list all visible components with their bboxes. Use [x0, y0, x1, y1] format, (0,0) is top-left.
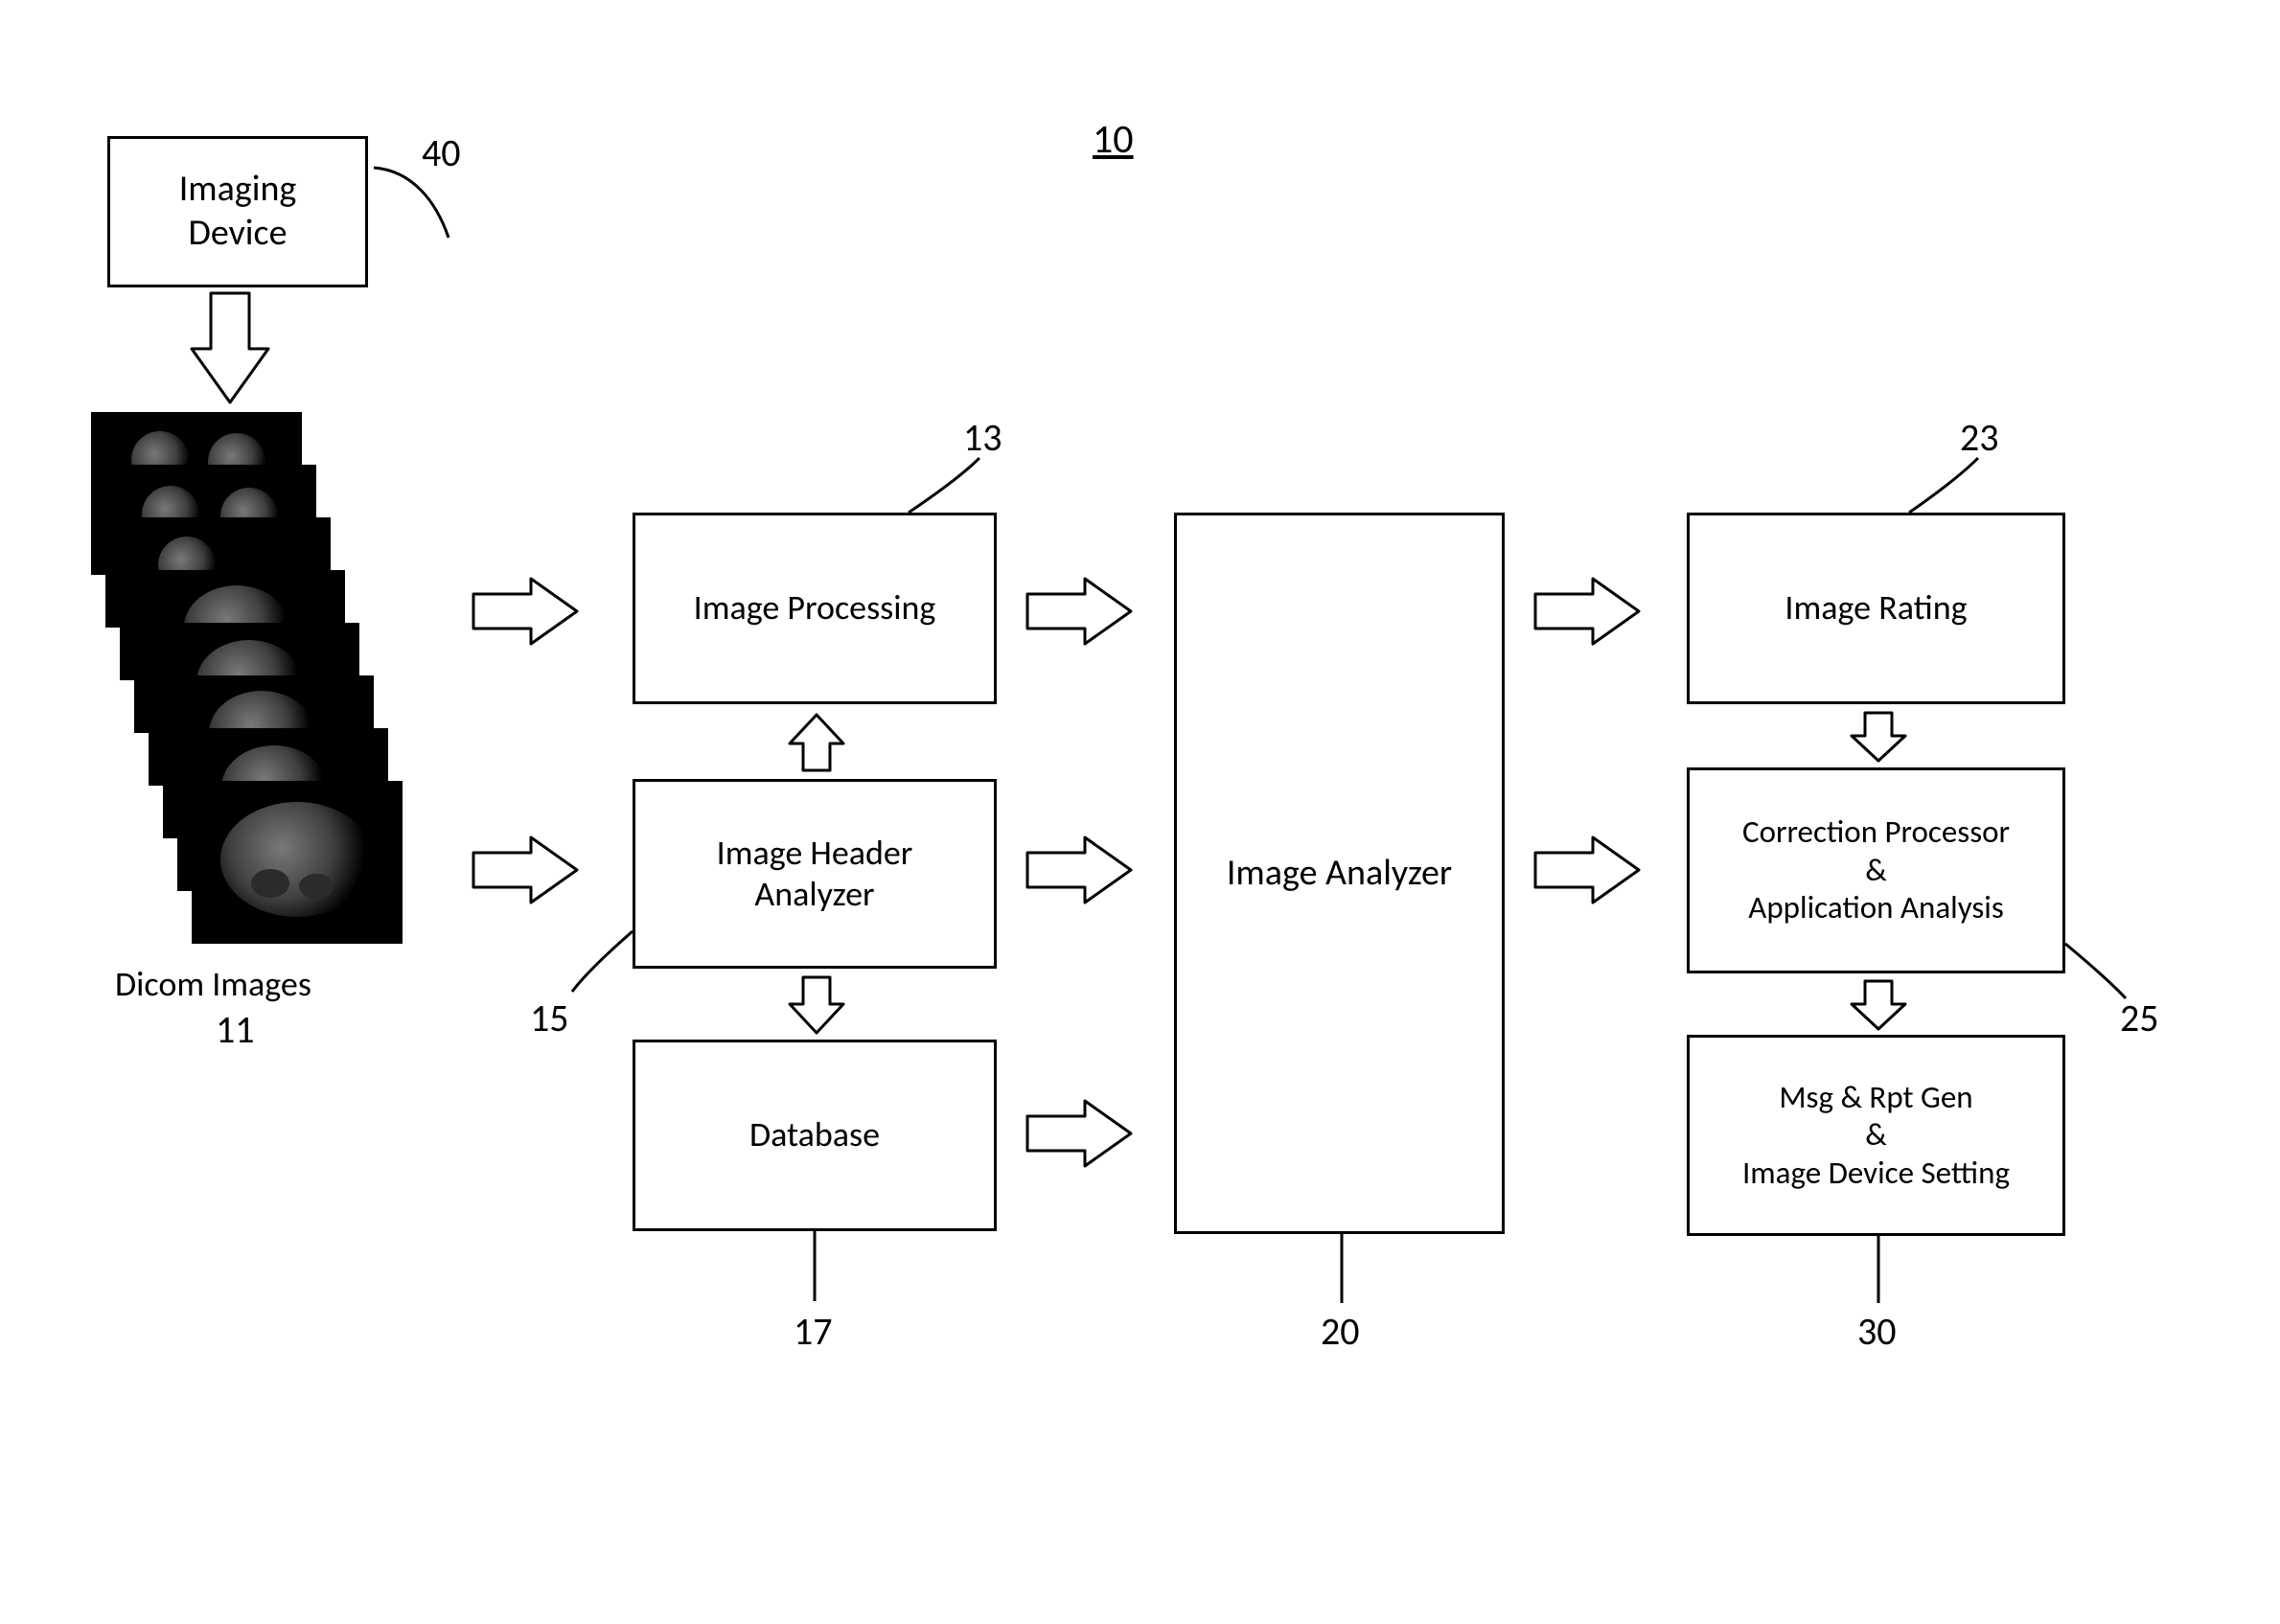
arrow-analyzer-to-corr [1532, 832, 1645, 908]
node-imaging-device: ImagingDevice [107, 136, 368, 287]
arrow-iha-to-ip [784, 709, 849, 776]
node-correction-processor: Correction Processor&Application Analysi… [1687, 767, 2065, 973]
node-label: Msg & Rpt Gen&Image Device Setting [1742, 1079, 2010, 1193]
figure-number: 10 [1093, 115, 1134, 164]
node-label: Database [749, 1114, 880, 1155]
ref-20: 20 [1321, 1308, 1360, 1355]
node-image-header-analyzer: Image HeaderAnalyzer [633, 779, 997, 969]
node-database: Database [633, 1040, 997, 1231]
node-label: Image Rating [1785, 587, 1967, 629]
arrow-rating-to-corr [1846, 707, 1911, 766]
arrow-db-to-analyzer [1024, 1095, 1137, 1172]
arrow-images-to-iha [470, 832, 583, 908]
ref-13: 13 [963, 414, 1002, 461]
arrow-corr-to-msg [1846, 975, 1911, 1035]
node-msg-rpt: Msg & Rpt Gen&Image Device Setting [1687, 1035, 2065, 1236]
node-label: Image Analyzer [1227, 852, 1452, 896]
node-label: Image HeaderAnalyzer [717, 833, 913, 915]
node-label: Image Processing [694, 587, 936, 629]
figure-canvas: 10 ImagingDevice [0, 0, 2280, 1624]
ref-17: 17 [794, 1308, 833, 1355]
arrow-iha-to-analyzer [1024, 832, 1137, 908]
dicom-image-stack [91, 412, 455, 1016]
ref-30: 30 [1857, 1308, 1897, 1355]
node-image-processing: Image Processing [633, 513, 997, 704]
node-label: Correction Processor&Application Analysi… [1742, 813, 2010, 927]
arrow-analyzer-to-rating [1532, 573, 1645, 650]
node-image-rating: Image Rating [1687, 513, 2065, 704]
node-image-analyzer: Image Analyzer [1174, 513, 1505, 1234]
dicom-caption: Dicom Images [115, 963, 311, 1005]
ref-23: 23 [1960, 414, 1999, 461]
arrow-iha-to-db [784, 972, 849, 1039]
ref-11: 11 [216, 1006, 255, 1053]
arrow-images-to-ip [470, 573, 583, 650]
ref-40: 40 [422, 129, 461, 176]
arrow-ip-to-analyzer [1024, 573, 1137, 650]
ref-15: 15 [530, 995, 569, 1041]
ref-25: 25 [2120, 995, 2159, 1041]
node-label: ImagingDevice [179, 168, 297, 255]
arrow-device-to-images [187, 289, 273, 410]
